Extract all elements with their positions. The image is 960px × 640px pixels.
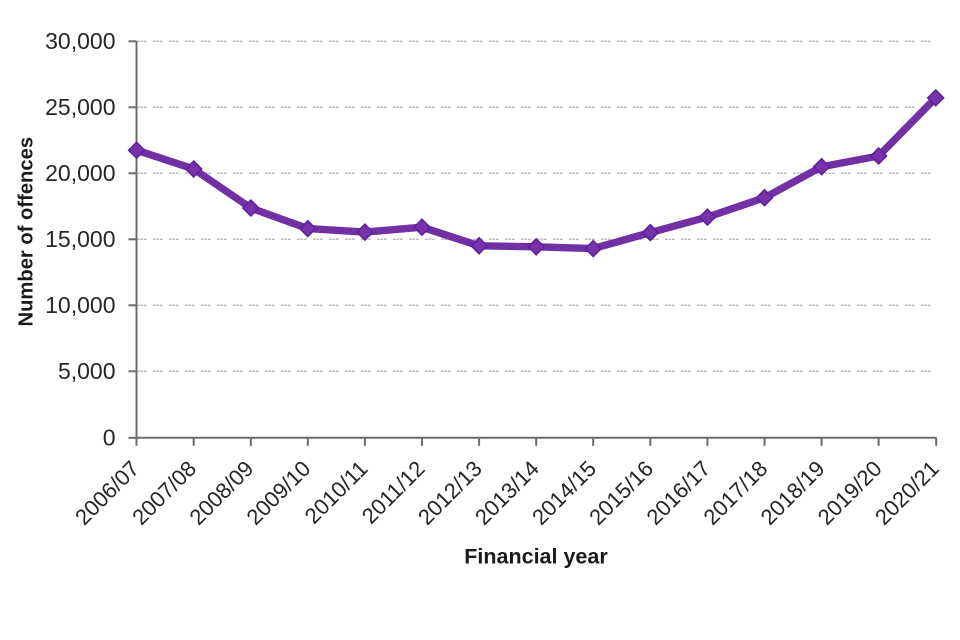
svg-text:20,000: 20,000 <box>45 160 115 186</box>
svg-text:30,000: 30,000 <box>45 28 115 54</box>
svg-text:Financial year: Financial year <box>464 545 608 569</box>
svg-text:25,000: 25,000 <box>45 94 115 120</box>
svg-text:5,000: 5,000 <box>58 358 116 384</box>
svg-text:15,000: 15,000 <box>45 226 115 252</box>
svg-text:Number of offences: Number of offences <box>16 137 38 327</box>
svg-text:10,000: 10,000 <box>45 292 115 318</box>
svg-text:0: 0 <box>103 424 116 450</box>
